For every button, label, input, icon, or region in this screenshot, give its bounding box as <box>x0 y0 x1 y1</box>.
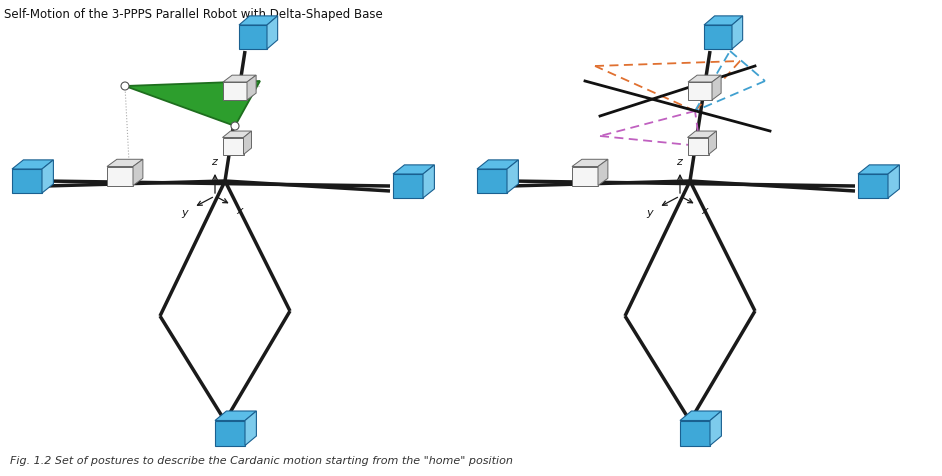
Polygon shape <box>133 159 143 186</box>
Polygon shape <box>704 25 732 49</box>
Polygon shape <box>223 75 256 82</box>
Polygon shape <box>680 420 710 446</box>
Polygon shape <box>239 25 267 49</box>
Polygon shape <box>572 167 598 186</box>
Polygon shape <box>688 75 722 82</box>
Polygon shape <box>598 159 608 186</box>
Text: y: y <box>646 208 653 218</box>
Polygon shape <box>125 81 260 126</box>
Polygon shape <box>572 159 608 167</box>
Polygon shape <box>680 411 722 420</box>
Polygon shape <box>42 160 54 193</box>
Polygon shape <box>239 16 278 25</box>
Circle shape <box>231 122 239 130</box>
Polygon shape <box>688 82 712 100</box>
Polygon shape <box>215 420 245 446</box>
Polygon shape <box>393 174 423 198</box>
Polygon shape <box>708 131 717 155</box>
Polygon shape <box>107 159 143 167</box>
Polygon shape <box>247 75 256 100</box>
Text: Self-Motion of the 3-PPPS Parallel Robot with Delta-Shaped Base: Self-Motion of the 3-PPPS Parallel Robot… <box>4 8 382 21</box>
Polygon shape <box>858 174 888 198</box>
Polygon shape <box>710 411 722 446</box>
Polygon shape <box>223 82 247 100</box>
Polygon shape <box>393 165 434 174</box>
Text: y: y <box>181 208 187 218</box>
Polygon shape <box>215 411 256 420</box>
Polygon shape <box>267 16 278 49</box>
Text: Fig. 1.2 Set of postures to describe the Cardanic motion starting from the "home: Fig. 1.2 Set of postures to describe the… <box>10 456 512 466</box>
Polygon shape <box>732 16 742 49</box>
Text: x: x <box>701 206 707 216</box>
Text: x: x <box>236 206 243 216</box>
Polygon shape <box>423 165 434 198</box>
Polygon shape <box>222 131 252 138</box>
Text: z: z <box>676 157 682 167</box>
Polygon shape <box>245 411 256 446</box>
Polygon shape <box>243 131 252 155</box>
Polygon shape <box>477 160 518 169</box>
Polygon shape <box>688 138 708 155</box>
Polygon shape <box>688 131 717 138</box>
Polygon shape <box>507 160 518 193</box>
Polygon shape <box>704 16 742 25</box>
Polygon shape <box>712 75 722 100</box>
Text: z: z <box>211 157 217 167</box>
Polygon shape <box>107 167 133 186</box>
Polygon shape <box>858 165 900 174</box>
Polygon shape <box>477 169 507 193</box>
Polygon shape <box>888 165 900 198</box>
Circle shape <box>121 82 129 90</box>
Polygon shape <box>12 169 42 193</box>
Polygon shape <box>222 138 243 155</box>
Polygon shape <box>12 160 54 169</box>
